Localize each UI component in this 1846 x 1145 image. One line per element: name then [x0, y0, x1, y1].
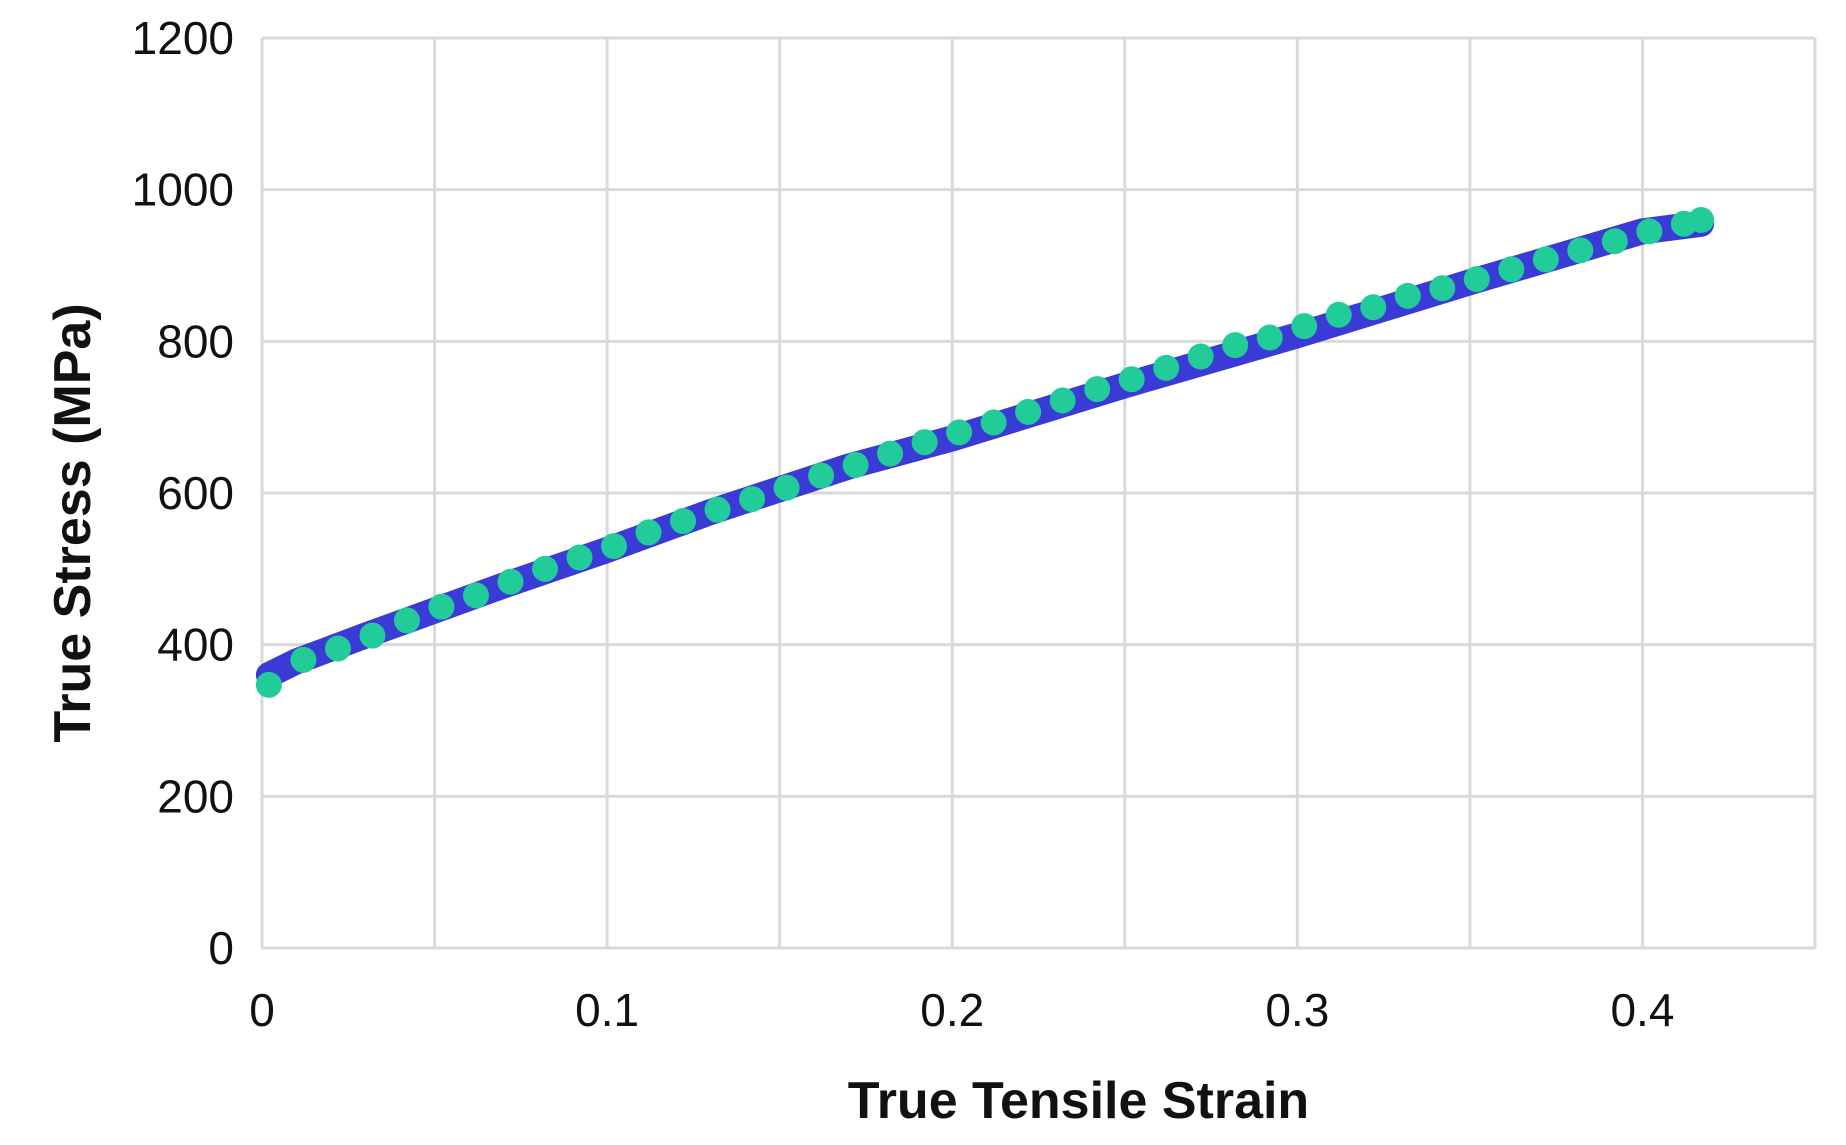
grid-lines: [260, 36, 1817, 950]
data-point: [1153, 354, 1180, 381]
x-tick-label: 0: [249, 984, 275, 1036]
y-tick-label: 400: [157, 619, 234, 671]
data-point: [601, 533, 628, 560]
data-point: [1567, 237, 1594, 264]
data-point: [1118, 366, 1145, 393]
data-point: [1049, 387, 1076, 414]
data-point: [704, 496, 731, 523]
data-point: [1498, 256, 1525, 283]
data-point: [1291, 313, 1318, 340]
data-point: [1688, 207, 1715, 233]
data-point: [1084, 376, 1111, 403]
tick-labels: 0 200 400 600 800 1000 1200 0 0.1 0.2 0.3 0.4: [132, 12, 1675, 1036]
y-tick-label: 600: [157, 467, 234, 519]
data-point: [1532, 246, 1559, 273]
data-point: [980, 409, 1007, 436]
data-point: [255, 671, 282, 698]
data-point: [670, 508, 697, 535]
data-point: [1636, 218, 1663, 245]
data-point: [877, 440, 904, 467]
data-point: [773, 474, 800, 501]
data-point: [911, 429, 938, 456]
x-tick-label: 0.1: [575, 984, 639, 1036]
data-point: [566, 544, 593, 571]
x-tick-label: 0.3: [1265, 984, 1329, 1036]
y-tick-label: 1200: [132, 12, 234, 64]
y-tick-label: 800: [157, 315, 234, 367]
data-point: [635, 519, 662, 546]
data-point: [428, 593, 455, 620]
plot-series: [255, 207, 1715, 698]
data-point: [290, 646, 317, 673]
data-point: [739, 486, 766, 513]
y-tick-label: 200: [157, 770, 234, 822]
data-point: [1256, 324, 1283, 351]
data-point: [462, 582, 489, 609]
data-point: [946, 419, 973, 446]
data-point: [1601, 228, 1628, 255]
data-point: [1015, 398, 1042, 425]
data-point: [1325, 301, 1352, 328]
data-point: [1463, 266, 1490, 293]
y-axis-title: True Stress (MPa): [44, 303, 102, 742]
data-point: [808, 462, 835, 489]
data-point: [324, 635, 351, 662]
data-point: [1360, 294, 1387, 321]
x-tick-label: 0.4: [1610, 984, 1674, 1036]
data-point: [1429, 275, 1456, 302]
data-point: [1187, 343, 1214, 370]
data-point: [531, 555, 558, 582]
data-point: [497, 568, 524, 595]
data-point: [393, 607, 420, 634]
data-point: [842, 451, 869, 478]
data-point: [359, 622, 386, 649]
x-axis-title: True Tensile Strain: [848, 1072, 1309, 1130]
data-point: [1394, 282, 1421, 309]
y-tick-label: 1000: [132, 164, 234, 216]
x-tick-label: 0.2: [920, 984, 984, 1036]
y-tick-label: 0: [208, 922, 234, 974]
data-point: [1222, 332, 1249, 359]
